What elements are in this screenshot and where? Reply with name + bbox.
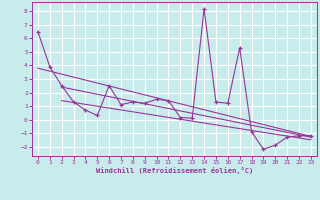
X-axis label: Windchill (Refroidissement éolien,°C): Windchill (Refroidissement éolien,°C) [96, 167, 253, 174]
